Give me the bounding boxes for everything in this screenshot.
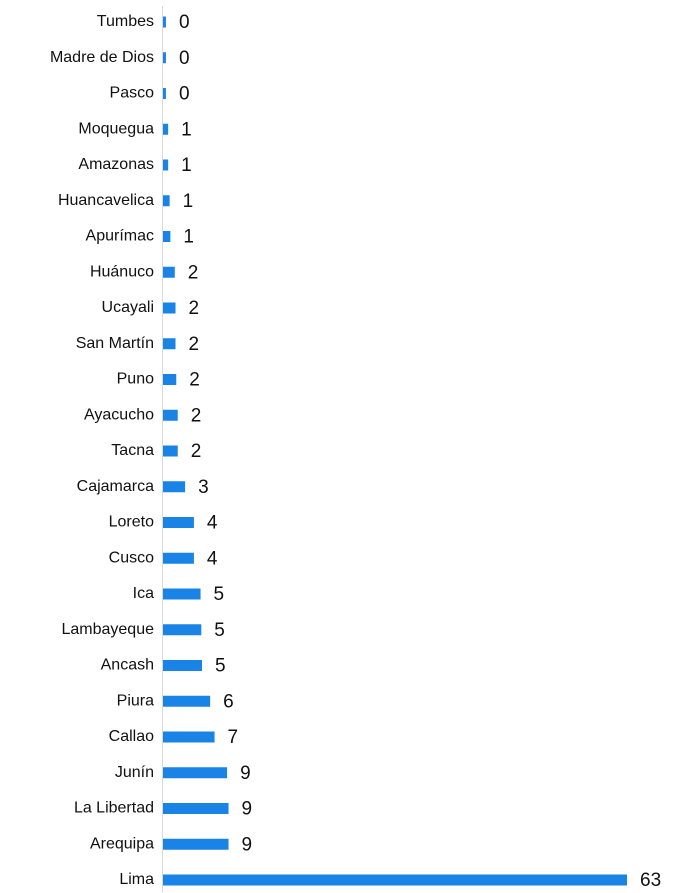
- bar: [163, 731, 215, 743]
- value-label: 0: [179, 48, 190, 69]
- value-label: 4: [207, 548, 218, 569]
- bar: [163, 624, 202, 636]
- category-label: Loreto: [109, 514, 154, 531]
- category-label: Madre de Dios: [50, 49, 154, 66]
- bar: [163, 660, 203, 671]
- category-label: Callao: [109, 728, 154, 745]
- category-label: San Martín: [76, 335, 154, 352]
- bar: [163, 374, 177, 385]
- bar: [163, 695, 211, 707]
- category-label: Huánuco: [90, 263, 154, 280]
- bar: [163, 409, 178, 421]
- bar: [163, 195, 170, 207]
- value-label: 63: [640, 870, 661, 891]
- category-label: Amazonas: [78, 156, 154, 173]
- category-label: Huancavelica: [58, 192, 154, 209]
- value-label: 5: [215, 656, 226, 677]
- category-label: Pasco: [110, 85, 155, 102]
- category-label: Junín: [115, 764, 154, 781]
- bar: [163, 52, 166, 64]
- value-label: 5: [214, 620, 225, 641]
- category-label: Moquegua: [78, 120, 154, 137]
- category-label: Lambayeque: [61, 621, 154, 638]
- bar: [163, 338, 176, 350]
- category-label: Cajamarca: [77, 478, 154, 495]
- category-label: Cusco: [109, 549, 154, 566]
- category-label: La Libertad: [74, 800, 154, 817]
- bar: [163, 838, 229, 850]
- bar: [163, 16, 166, 28]
- bar: [163, 552, 194, 564]
- value-label: 2: [191, 441, 202, 462]
- value-label: 3: [198, 477, 209, 498]
- category-label: Ancash: [101, 657, 154, 674]
- bar: [163, 88, 166, 99]
- value-label: 7: [228, 727, 239, 748]
- category-label: Ica: [133, 585, 154, 602]
- category-label: Tacna: [111, 442, 154, 459]
- category-label: Piura: [117, 692, 154, 709]
- value-label: 1: [181, 119, 192, 140]
- value-label: 2: [189, 334, 200, 355]
- category-label: Ayacucho: [84, 406, 154, 423]
- bar: [163, 302, 176, 314]
- bar: [163, 517, 194, 528]
- category-label: Ucayali: [102, 299, 154, 316]
- bar: [163, 874, 627, 886]
- bar: [163, 588, 201, 600]
- bar: [163, 159, 169, 171]
- value-label: 2: [189, 298, 200, 319]
- value-label: 2: [189, 370, 200, 391]
- bar: [163, 266, 175, 278]
- value-label: 9: [242, 834, 253, 855]
- value-label: 0: [179, 12, 190, 33]
- bar: [163, 445, 178, 457]
- category-label: Arequipa: [90, 835, 154, 852]
- bar: [163, 481, 186, 493]
- category-label: Lima: [119, 871, 154, 888]
- bar: [163, 123, 169, 135]
- value-label: 0: [179, 84, 190, 105]
- category-label: Tumbes: [97, 13, 154, 30]
- bar: [163, 803, 229, 814]
- value-label: 1: [181, 155, 192, 176]
- bar: [163, 767, 228, 779]
- category-label: Puno: [117, 371, 154, 388]
- category-label: Apurímac: [86, 228, 154, 245]
- value-label: 5: [214, 584, 225, 605]
- value-label: 1: [183, 227, 194, 248]
- value-label: 1: [183, 191, 194, 212]
- value-label: 9: [240, 763, 251, 784]
- value-label: 4: [207, 513, 218, 534]
- value-label: 9: [242, 799, 253, 820]
- bar: [163, 231, 171, 242]
- value-label: 2: [188, 262, 199, 283]
- value-label: 2: [191, 405, 202, 426]
- value-label: 6: [223, 691, 234, 712]
